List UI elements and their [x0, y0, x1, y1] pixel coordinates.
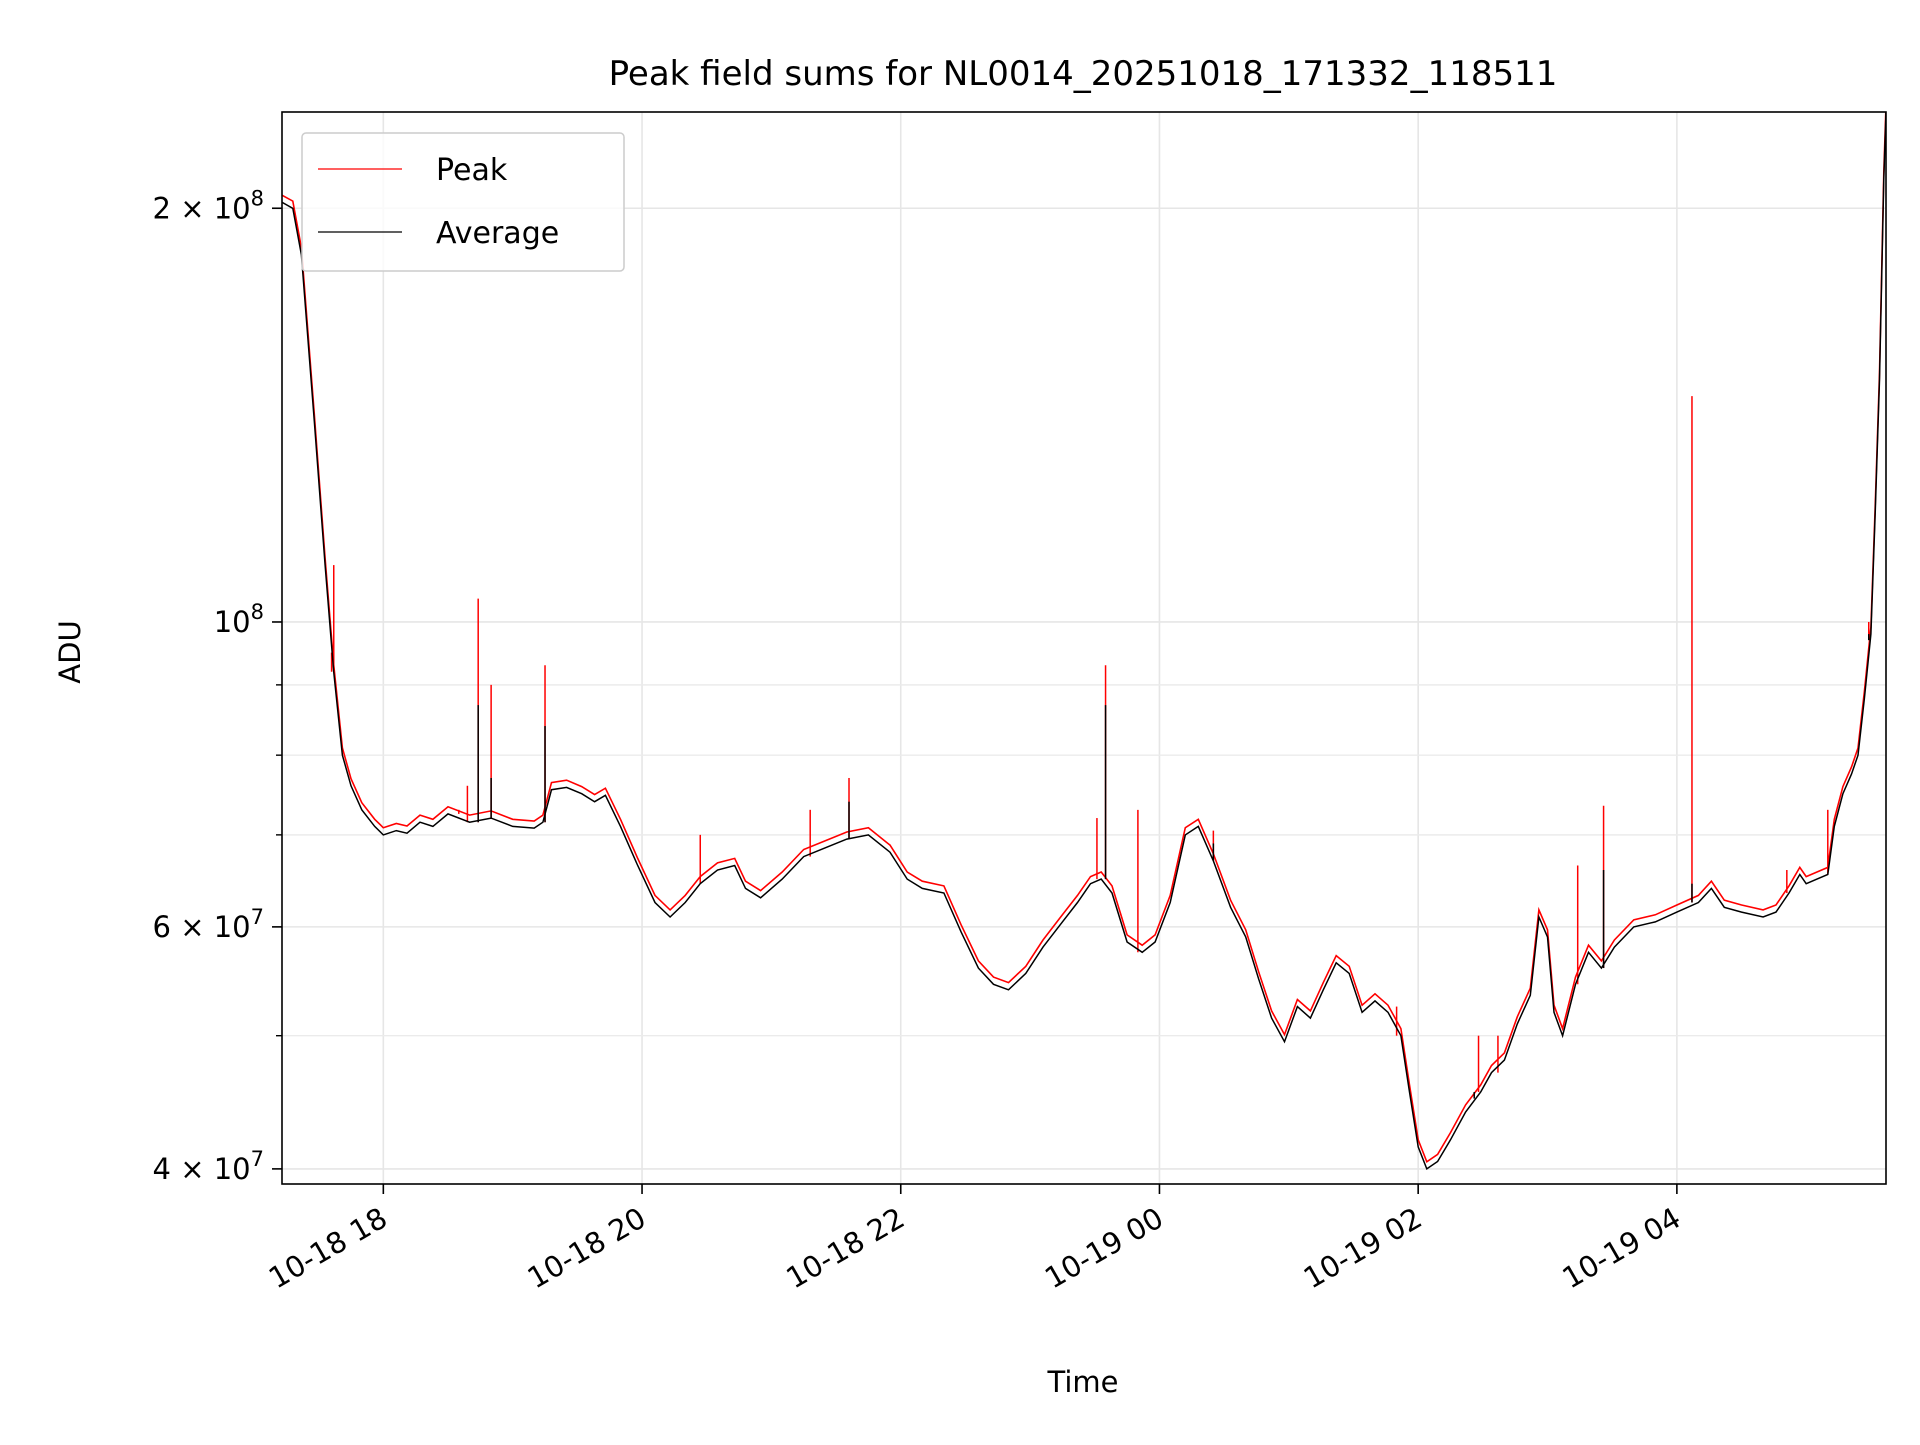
- grid-layer: [282, 112, 1886, 1184]
- series-group: [282, 112, 1886, 1171]
- y-tick-label: 4 × 107: [153, 1147, 264, 1186]
- x-axis-label: Time: [1047, 1365, 1119, 1399]
- y-tick-label: 6 × 107: [153, 905, 264, 944]
- plot-frame: [281, 111, 1887, 1185]
- y-tick-label: 2 × 108: [153, 186, 264, 225]
- series-average-line: [282, 112, 1886, 1171]
- legend: Peak Average: [301, 132, 625, 272]
- chart-title: Peak field sums for NL0014_20251018_1713…: [609, 54, 1558, 94]
- y-axis-label: ADU: [53, 620, 87, 683]
- legend-label-peak: Peak: [436, 153, 508, 188]
- legend-label-average: Average: [436, 216, 559, 251]
- legend-box: [301, 132, 625, 272]
- series-layer: [282, 112, 1886, 1171]
- series-peak-line: [282, 112, 1886, 1164]
- y-tick-label: 108: [214, 600, 264, 639]
